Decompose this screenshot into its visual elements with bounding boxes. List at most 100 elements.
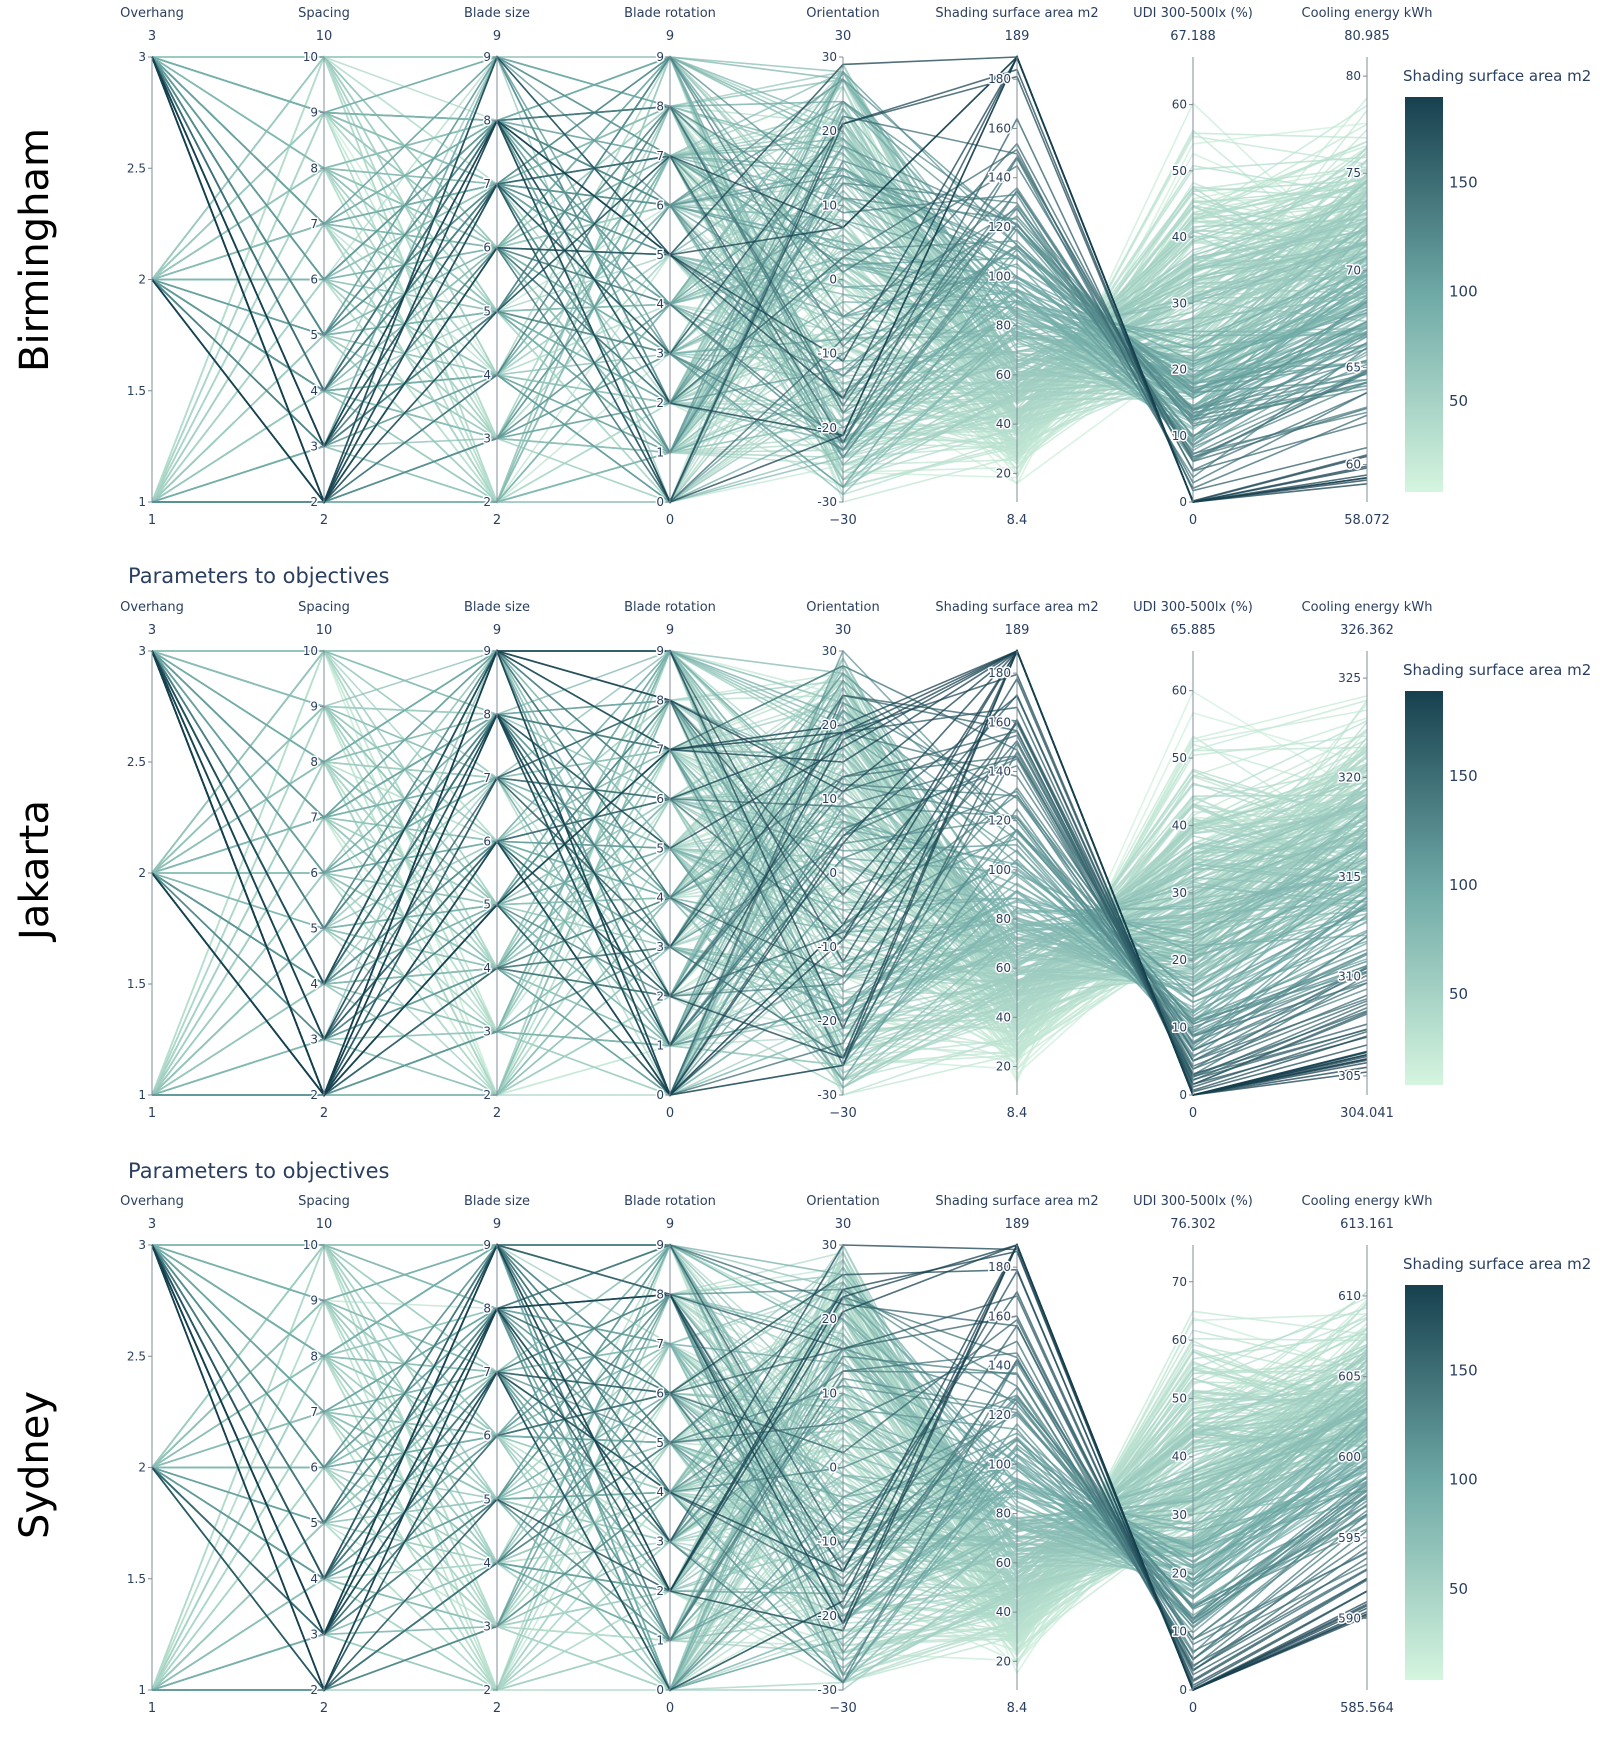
tick-label: 5 — [656, 248, 664, 262]
colorbar-tick-label: 150 — [1449, 173, 1478, 191]
axis-3: Blade rotation 9 00 1 2 3 4 5 6 7 8 9 — [624, 6, 716, 528]
colorbar-title: Shading surface area m2 — [1403, 67, 1591, 85]
tick-label: 10 — [1172, 1021, 1187, 1035]
tick-label: 8 — [310, 1349, 318, 1363]
series-lines — [151, 1242, 1368, 1693]
design-line — [151, 650, 1368, 1062]
axis-name: Blade size — [464, 600, 530, 615]
tick-label: 80 — [996, 319, 1011, 333]
axis-name: UDI 300-500lx (%) — [1133, 1194, 1253, 1209]
axis-4: Orientation 30 −30 -30 -20 -10 0 10 20 30 — [806, 1194, 879, 1716]
design-line — [151, 650, 1368, 1097]
tick-label: 65 — [1346, 360, 1361, 374]
axis-min-label: 0 — [666, 513, 674, 528]
design-line — [151, 56, 1368, 459]
axis-name: Shading surface area m2 — [935, 1194, 1098, 1209]
tick-label: 30 — [1172, 886, 1187, 900]
tick-label: 7 — [310, 1405, 318, 1419]
tick-label: 30 — [822, 644, 837, 658]
axis-min-label: −30 — [829, 513, 856, 528]
axis-6: UDI 300-500lx (%) 67.188 00 10 20 30 40 50 60 — [1133, 6, 1253, 528]
tick-label: 9 — [310, 106, 318, 120]
tick-label: 80 — [1346, 69, 1361, 83]
tick-label: 1 — [656, 1039, 664, 1053]
design-line — [151, 1244, 1368, 1550]
axis-6: UDI 300-500lx (%) 76.302 00 10 20 30 40 50 60 70 — [1133, 1194, 1253, 1716]
axis-min-label: 2 — [320, 513, 328, 528]
tick-label: 20 — [1172, 363, 1187, 377]
tick-label: 5 — [483, 304, 491, 318]
axis-max-label: 189 — [1005, 623, 1030, 638]
axis-max-label: 10 — [316, 623, 333, 638]
tick-label: 0 — [1179, 1088, 1187, 1102]
tick-label: 320 — [1338, 771, 1361, 785]
tick-label: 8 — [483, 1302, 491, 1316]
tick-label: 40 — [996, 1010, 1011, 1024]
tick-label: 2 — [483, 1088, 491, 1102]
design-line — [151, 650, 1368, 1097]
tick-label: 1.5 — [127, 1572, 146, 1586]
axis-max-label: 9 — [666, 1217, 674, 1232]
tick-label: 3 — [483, 1619, 491, 1633]
design-line — [151, 1243, 1368, 1677]
tick-label: 80 — [996, 1507, 1011, 1521]
axis-min-label: 2 — [493, 1701, 501, 1716]
axis-name: Blade rotation — [624, 1194, 716, 1209]
design-line — [151, 56, 1368, 504]
tick-label: 5 — [310, 328, 318, 342]
axis-name: Spacing — [298, 600, 350, 615]
tick-label: 4 — [310, 384, 318, 398]
tick-label: 120 — [988, 220, 1011, 234]
tick-label: 2.5 — [127, 161, 146, 175]
tick-label: 600 — [1338, 1450, 1361, 1464]
tick-label: 5 — [656, 841, 664, 855]
tick-label: -10 — [817, 347, 837, 361]
axis-max-label: 3 — [148, 29, 156, 44]
tick-label: 10 — [822, 792, 837, 806]
tick-label: 4 — [310, 977, 318, 991]
tick-label: 4 — [310, 1572, 318, 1586]
colorbar-tick-label: 100 — [1449, 876, 1478, 894]
tick-label: 30 — [822, 1238, 837, 1252]
tick-label: 6 — [483, 241, 491, 255]
tick-label: 20 — [996, 466, 1011, 480]
colorbar-tick-label: 50 — [1449, 985, 1468, 1003]
colorbar: Shading surface area m2 50 100 150 — [1403, 67, 1591, 492]
design-line — [151, 650, 1368, 1047]
axis-4: Orientation 30 −30 -30 -20 -10 0 10 20 30 — [806, 600, 879, 1121]
tick-label: 7 — [310, 811, 318, 825]
tick-label: 6 — [656, 198, 664, 212]
tick-label: 8 — [656, 99, 664, 113]
tick-label: 7 — [483, 1365, 491, 1379]
axis-min-label: 2 — [493, 1106, 501, 1121]
axis-max-label: 189 — [1005, 29, 1030, 44]
tick-label: 5 — [310, 922, 318, 936]
tick-label: 180 — [988, 72, 1011, 86]
tick-label: 60 — [1172, 98, 1187, 112]
tick-label: 20 — [822, 1312, 837, 1326]
tick-label: 6 — [483, 834, 491, 848]
axis-max-label: 326.362 — [1340, 623, 1394, 638]
axis-max-label: 3 — [148, 1217, 156, 1232]
tick-label: 9 — [656, 1238, 664, 1252]
tick-label: 8 — [483, 707, 491, 721]
tick-label: 60 — [996, 961, 1011, 975]
tick-label: 30 — [1172, 296, 1187, 310]
axis-name: Cooling energy kWh — [1302, 1194, 1433, 1209]
axis-min-label: 8.4 — [1007, 513, 1028, 528]
design-line — [151, 55, 1368, 444]
tick-label: 80 — [996, 912, 1011, 926]
tick-label: 9 — [310, 1294, 318, 1308]
tick-label: 315 — [1338, 870, 1361, 884]
tick-label: 1.5 — [127, 384, 146, 398]
tick-label: 20 — [996, 1654, 1011, 1668]
tick-label: 10 — [822, 198, 837, 212]
tick-label: 9 — [483, 1238, 491, 1252]
tick-label: 1 — [138, 1683, 146, 1697]
tick-label: 160 — [988, 1309, 1011, 1323]
tick-label: 70 — [1346, 263, 1361, 277]
tick-label: 4 — [483, 961, 491, 975]
tick-label: 160 — [988, 715, 1011, 729]
colorbar-gradient — [1405, 97, 1443, 492]
design-line — [151, 650, 1368, 1096]
